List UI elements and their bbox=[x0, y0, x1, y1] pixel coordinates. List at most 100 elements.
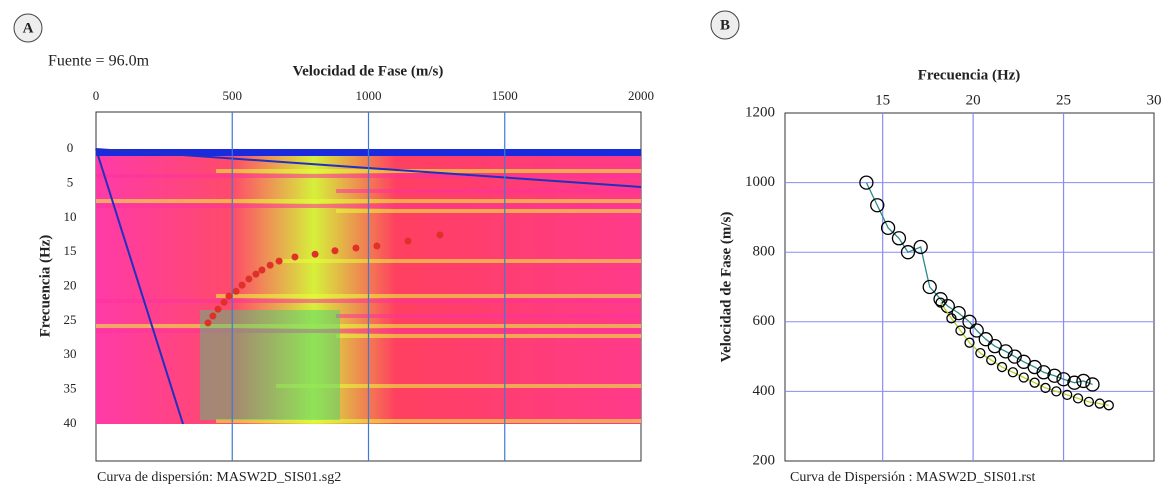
x-tick-label: 1000 bbox=[356, 88, 382, 103]
point bbox=[986, 354, 997, 366]
heatmap-stripe bbox=[216, 169, 641, 173]
y-tick-label: 800 bbox=[753, 244, 776, 260]
point bbox=[975, 347, 986, 359]
y-axis-title: Frecuencia (Hz) bbox=[37, 235, 53, 338]
picked-point bbox=[220, 298, 228, 306]
plot-frame-b bbox=[784, 112, 1155, 462]
point bbox=[1007, 367, 1019, 378]
y-tick-label: 10 bbox=[64, 209, 77, 224]
x-tick-label: 20 bbox=[966, 92, 981, 108]
curve-line bbox=[865, 182, 1093, 386]
picked-point bbox=[275, 257, 283, 265]
picked-point bbox=[238, 281, 246, 289]
x-tick-label: 25 bbox=[1056, 92, 1071, 108]
point bbox=[1007, 349, 1022, 364]
point bbox=[1056, 372, 1071, 387]
picked-point bbox=[232, 287, 240, 295]
picked-point bbox=[436, 231, 444, 239]
heatmap-stripe bbox=[276, 384, 641, 388]
y-tick-label: 15 bbox=[64, 243, 77, 258]
panel-circle bbox=[13, 13, 43, 43]
panel-label: A bbox=[23, 20, 34, 36]
y-tick-label: 35 bbox=[64, 381, 77, 396]
point bbox=[1085, 377, 1100, 392]
heatmap-stripe bbox=[216, 294, 641, 298]
x-axis-title: Velocidad de Fase (m/s) bbox=[293, 63, 444, 79]
point bbox=[955, 325, 966, 336]
panel-label: B bbox=[720, 17, 730, 33]
heatmap-stripe bbox=[336, 189, 641, 193]
point bbox=[1018, 372, 1029, 383]
picked-point bbox=[331, 247, 339, 255]
y-axis-title: Velocidad de Fase (m/s) bbox=[718, 212, 734, 363]
y-tick-label: 20 bbox=[64, 277, 77, 292]
picked-point bbox=[291, 253, 299, 261]
picked-point bbox=[311, 250, 319, 258]
heatmap-stripe bbox=[336, 314, 641, 318]
limit-line bbox=[95, 148, 184, 425]
point bbox=[1067, 375, 1082, 390]
picked-point bbox=[214, 305, 222, 313]
point bbox=[891, 231, 907, 246]
point bbox=[859, 175, 874, 190]
point bbox=[962, 314, 977, 329]
picked-point bbox=[352, 244, 360, 252]
y-tick-label: 600 bbox=[753, 313, 776, 329]
point bbox=[1040, 382, 1051, 394]
y-tick-label: 1000 bbox=[745, 174, 775, 190]
caption: Curva de dispersión: MASW2D_SIS01.sg2 bbox=[97, 470, 341, 485]
point bbox=[1027, 359, 1042, 375]
point bbox=[946, 313, 957, 324]
y-tick-label: 40 bbox=[64, 415, 77, 430]
picked-point bbox=[266, 261, 274, 269]
y-tick-label: 400 bbox=[753, 383, 776, 399]
heatmap-stripe bbox=[336, 209, 641, 213]
y-tick-label: 25 bbox=[64, 312, 77, 327]
picked-point bbox=[225, 292, 233, 300]
picked-point bbox=[209, 312, 217, 320]
point bbox=[1051, 386, 1062, 397]
heatmap-stripe bbox=[336, 334, 641, 338]
x-axis-title: Frecuencia (Hz) bbox=[918, 67, 1021, 83]
picked-point bbox=[204, 319, 212, 327]
point bbox=[1047, 368, 1062, 383]
point bbox=[951, 305, 966, 321]
picked-point bbox=[373, 242, 381, 250]
point bbox=[900, 245, 916, 260]
point bbox=[1076, 373, 1091, 389]
heatmap-stripe bbox=[276, 259, 641, 263]
point bbox=[1036, 365, 1051, 380]
y-tick-label: 5 bbox=[67, 174, 74, 189]
point bbox=[1062, 389, 1073, 401]
point bbox=[880, 220, 896, 235]
picked-point bbox=[252, 270, 260, 278]
point bbox=[935, 297, 946, 308]
x-tick-label: 30 bbox=[1147, 92, 1162, 108]
point bbox=[870, 198, 885, 213]
x-tick-label: 2000 bbox=[628, 88, 654, 103]
picked-point bbox=[404, 237, 412, 245]
point bbox=[1029, 377, 1040, 388]
annotation: Fuente = 96.0m bbox=[48, 53, 150, 70]
point bbox=[998, 344, 1013, 359]
x-tick-label: 1500 bbox=[492, 88, 518, 103]
x-tick-label: 0 bbox=[93, 88, 100, 103]
picked-point bbox=[245, 275, 253, 283]
heatmap-stripe bbox=[200, 310, 340, 420]
point bbox=[913, 239, 928, 255]
x-tick-label: 500 bbox=[223, 88, 243, 103]
y-tick-label: 0 bbox=[67, 140, 74, 155]
heatmap-stripe bbox=[216, 419, 641, 423]
panel-circle bbox=[710, 10, 740, 40]
point bbox=[969, 323, 984, 338]
point bbox=[996, 361, 1008, 373]
y-tick-label: 1200 bbox=[745, 104, 775, 120]
y-tick-label: 200 bbox=[753, 452, 776, 468]
point bbox=[1072, 393, 1084, 404]
point bbox=[1083, 396, 1095, 407]
point bbox=[964, 337, 975, 348]
point bbox=[1103, 400, 1114, 411]
caption: Curva de Dispersión : MASW2D_SIS01.rst bbox=[790, 470, 1035, 485]
y-tick-label: 30 bbox=[64, 346, 77, 361]
